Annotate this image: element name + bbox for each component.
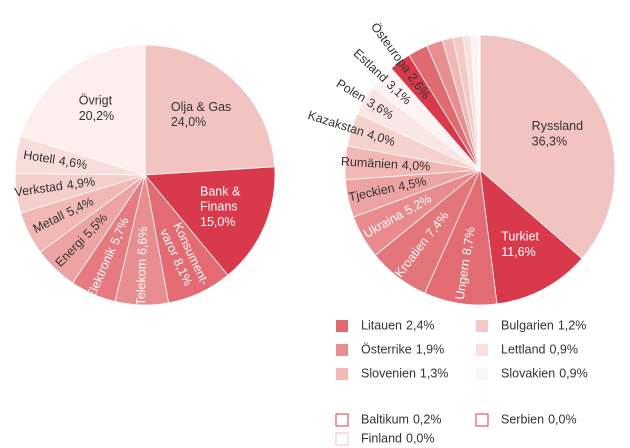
slice-label-value: 4,9% bbox=[66, 174, 96, 192]
legend-swatch bbox=[335, 413, 349, 427]
slice-label-name: Verkstad bbox=[14, 179, 64, 200]
slice-label-name: Olja & Gas bbox=[171, 100, 231, 114]
legend-label: Slovakien bbox=[501, 366, 555, 380]
slice-label: Hotell 4,6% bbox=[22, 148, 88, 172]
slice-label-name: Kazakstan bbox=[306, 108, 366, 139]
slice-label-name: Telekom bbox=[134, 259, 149, 306]
legend-value: 0,0% bbox=[548, 412, 577, 426]
legend-value: 2,4% bbox=[406, 318, 435, 332]
slice-label-name: Polen bbox=[334, 77, 369, 106]
slice-label-value: 36,3% bbox=[532, 134, 567, 148]
legend-value: 0,2% bbox=[413, 412, 442, 426]
legend-value: 1,3% bbox=[420, 366, 449, 380]
pie-slice bbox=[477, 34, 481, 171]
slice-label-value: 11,6% bbox=[501, 245, 536, 259]
legend-value: 0,9% bbox=[559, 366, 588, 380]
slice-label-name: Övrigt bbox=[79, 94, 113, 108]
legend-label: Finland bbox=[361, 431, 402, 445]
legend-value: 1,9% bbox=[416, 342, 445, 356]
legend-swatch bbox=[475, 413, 489, 427]
slice-label: Rumänien 4,0% bbox=[341, 155, 431, 174]
slice-label-value: 4,0% bbox=[402, 158, 431, 174]
legend-value: 1,2% bbox=[558, 318, 587, 332]
legend-swatch bbox=[476, 344, 488, 356]
pie-slice bbox=[479, 34, 616, 260]
slice-label-name: Turkiet bbox=[501, 230, 539, 244]
slice-label-value: 8,7% bbox=[460, 226, 478, 256]
legend-swatch bbox=[476, 320, 488, 332]
legend-swatch bbox=[336, 368, 348, 380]
legend-label: Slovenien bbox=[361, 366, 416, 380]
slice-label-name: Ungern bbox=[453, 258, 473, 301]
slice-label-value: 20,2% bbox=[79, 109, 114, 123]
slice-label-name: Ryssland bbox=[532, 119, 583, 133]
legend-swatch bbox=[335, 432, 349, 446]
pie-slice bbox=[144, 166, 276, 276]
slice-label: Verkstad 4,9% bbox=[14, 174, 96, 199]
legend-label: Serbien bbox=[501, 412, 544, 426]
slice-label-value: 4,5% bbox=[397, 174, 428, 194]
slice-label: Telekom 6,6% bbox=[134, 226, 150, 305]
pie-slice bbox=[144, 44, 276, 176]
legend-value: 0,9% bbox=[549, 342, 578, 356]
legend-label: Bulgarien bbox=[501, 318, 554, 332]
legend-label: Lettland bbox=[501, 342, 546, 356]
legend-label: Litauen bbox=[361, 318, 402, 332]
slice-label-name: Estland bbox=[350, 46, 390, 85]
slice-label: Ungern 8,7% bbox=[453, 226, 478, 301]
slice-label-name: Rumänien bbox=[341, 155, 399, 172]
slice-label-name: Hotell bbox=[22, 148, 56, 167]
pie-slice bbox=[20, 44, 146, 176]
slice-label-name: Bank & Finans bbox=[200, 185, 241, 214]
slice-label-value: 4,6% bbox=[58, 154, 88, 172]
pie-slice bbox=[479, 169, 583, 305]
slice-label-value: 6,6% bbox=[135, 226, 150, 255]
legend-label: Österrike bbox=[361, 342, 412, 356]
legend-swatch bbox=[476, 368, 488, 380]
legend-label: Baltikum bbox=[361, 412, 409, 426]
legend-value: 0,0% bbox=[406, 431, 435, 445]
legend-swatch bbox=[336, 344, 348, 356]
slice-label-value: 24,0% bbox=[171, 115, 206, 129]
slice-label-value: 15,0% bbox=[200, 215, 235, 229]
legend-swatch bbox=[336, 320, 348, 332]
